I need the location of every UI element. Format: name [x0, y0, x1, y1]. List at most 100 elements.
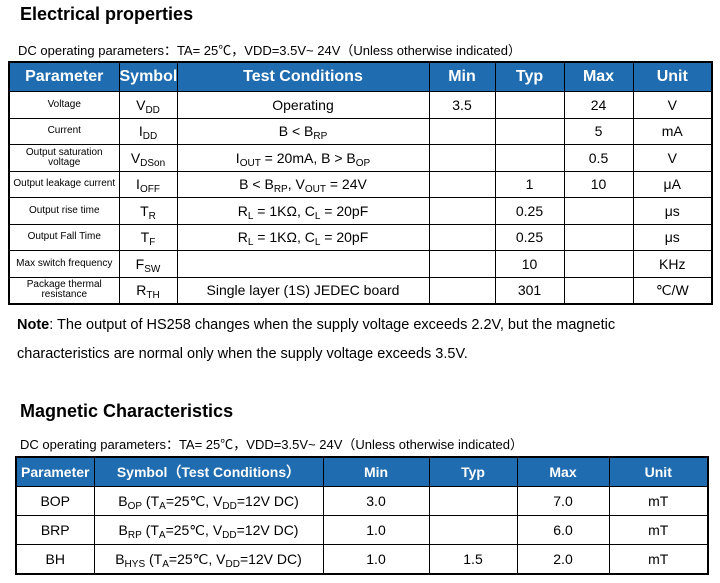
text-segment: = 20pF	[320, 229, 369, 246]
text-segment: I	[235, 149, 240, 166]
param-cell: BOP	[15, 486, 95, 516]
typ-cell	[428, 486, 518, 516]
table-row: Output rise time TR RL = 1KΩ, CL = 20pF 0.2…	[8, 197, 713, 225]
subscript: OUT	[239, 157, 261, 169]
unit-cell: μs	[632, 197, 713, 225]
symbol-cell: IOFF	[118, 170, 178, 198]
subscript: F	[149, 237, 156, 249]
column-header: Unit	[608, 456, 709, 487]
max-cell: 5	[563, 117, 634, 145]
text-segment: =25℃, V	[165, 492, 223, 509]
text-segment: R	[237, 229, 248, 246]
subscript: RP	[313, 131, 328, 143]
param-cell: Output Fall Time	[8, 223, 120, 251]
column-header: Parameter	[15, 456, 95, 487]
symbol-cell: TR	[118, 197, 178, 225]
symbol-cell: RTH	[118, 276, 178, 305]
text-segment: B	[118, 492, 128, 509]
param-cell: Voltage	[8, 91, 120, 119]
max-cell: 0.5	[563, 144, 634, 172]
max-cell: 10	[563, 170, 634, 198]
typ-cell: 1.5	[428, 544, 518, 575]
table-row: Output leakage current IOFF B < BRP, VOUT …	[8, 170, 713, 198]
column-header: Typ	[494, 61, 565, 92]
table-row: BOP BOP (TA=25℃, VDD=12V DC) 3.0 7.0 mT	[15, 486, 709, 516]
table-row: Output Fall Time TF RL = 1KΩ, CL = 20pF 0.2…	[8, 223, 713, 251]
unit-cell: V	[632, 144, 713, 172]
subscript: OUT	[304, 184, 326, 196]
cond-cell: RL = 1KΩ, CL = 20pF	[176, 223, 430, 251]
text-segment: B < B	[278, 123, 314, 140]
typ-cell: 0.25	[494, 223, 565, 251]
text-segment: V	[130, 149, 141, 166]
unit-cell: V	[632, 91, 713, 119]
symbol-cell: VDD	[118, 91, 178, 119]
text-segment: , V	[287, 176, 305, 193]
unit-cell: mT	[608, 486, 709, 516]
note-text: : The output of HS258 changes when the s…	[17, 317, 616, 362]
text-segment: B	[115, 550, 125, 567]
typ-cell: 0.25	[494, 197, 565, 225]
unit-cell: mT	[608, 515, 709, 545]
min-cell	[428, 276, 496, 305]
subscript: OP	[127, 500, 143, 512]
subscript: SW	[144, 263, 161, 275]
column-header: Max	[516, 456, 610, 487]
text-segment: B < B	[239, 176, 274, 193]
column-header: Test Conditions	[176, 61, 430, 92]
param-cell: Output saturation voltage	[8, 144, 120, 172]
unit-cell: ℃/W	[632, 276, 713, 305]
typ-cell	[494, 117, 565, 145]
subscript: HYS	[124, 558, 146, 570]
subscript: OFF	[139, 184, 160, 196]
text-segment: R	[136, 282, 147, 299]
param-cell: Max switch frequency	[8, 250, 120, 278]
unit-cell: mA	[632, 117, 713, 145]
column-header: Symbol（Test Conditions）	[93, 456, 324, 487]
cond-cell: Operating	[176, 91, 430, 119]
subscript: DD	[145, 104, 160, 116]
subscript: A	[158, 529, 166, 541]
text-segment: T	[140, 229, 150, 246]
min-cell	[428, 197, 496, 225]
max-cell	[563, 223, 634, 251]
param-cell: Output rise time	[8, 197, 120, 225]
min-cell	[428, 223, 496, 251]
subscript: L	[314, 210, 321, 222]
text-segment: I	[138, 123, 143, 140]
text-segment: (T	[141, 521, 159, 538]
table-row: Package thermal resistance RTH Single laye…	[8, 276, 713, 305]
max-cell	[563, 276, 634, 305]
cond-cell: BRP (TA=25℃, VDD=12V DC)	[93, 515, 324, 545]
typ-cell	[494, 91, 565, 119]
cond-cell: B < BRP, VOUT = 24V	[176, 170, 430, 198]
text-segment: = 20pF	[320, 202, 369, 219]
text-segment: =12V DC)	[236, 492, 299, 509]
note-label: Note	[17, 317, 50, 333]
symbol-cell: IDD	[118, 117, 178, 145]
param-cell: Current	[8, 117, 120, 145]
min-cell: 1.0	[322, 515, 430, 545]
column-header: Min	[428, 61, 496, 92]
magnetic-table: Parameter Symbol（Test Conditions） Min Typ Ma…	[15, 456, 709, 575]
text-segment: =12V DC)	[239, 550, 302, 567]
cond-cell: Single layer (1S) JEDEC board	[176, 276, 430, 305]
note: Note: The output of HS258 changes when t…	[17, 311, 707, 369]
param-cell: Package thermal resistance	[8, 276, 120, 305]
column-header: Symbol	[118, 61, 178, 92]
text-segment: F	[135, 255, 145, 272]
section-title-electrical: Electrical properties	[20, 4, 194, 24]
subscript: TH	[146, 290, 160, 302]
param-cell: BH	[15, 544, 95, 575]
subscript: RP	[127, 529, 142, 541]
electrical-caption: DC operating parameters：TA= 25℃，VDD=3.5V…	[18, 43, 522, 58]
symbol-cell: TF	[118, 223, 178, 251]
max-cell: 24	[563, 91, 634, 119]
text-segment: (T	[142, 492, 160, 509]
cond-cell: IOUT = 20mA, B > BOP	[176, 144, 430, 172]
typ-cell: 301	[494, 276, 565, 305]
min-cell: 3.5	[428, 91, 496, 119]
table-row: Voltage VDD Operating 3.5 24 V	[8, 91, 713, 119]
table-row: Current IDD B < BRP 5 mA	[8, 117, 713, 145]
text-segment: = 24V	[325, 176, 367, 193]
